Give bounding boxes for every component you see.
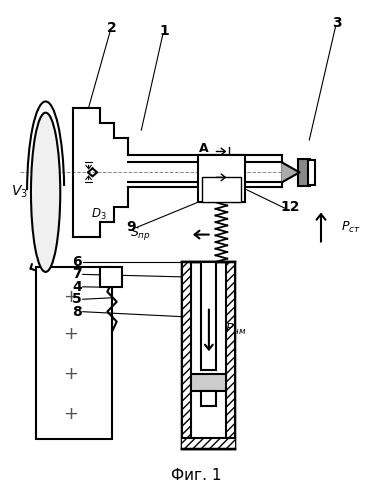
Bar (182, 262, 191, 449)
Polygon shape (282, 162, 299, 182)
Text: 8: 8 (72, 305, 82, 319)
Bar (308, 160, 315, 185)
Bar (182, 262, 235, 449)
Text: 7: 7 (72, 267, 82, 281)
Text: +: + (63, 288, 78, 306)
Ellipse shape (31, 113, 60, 272)
Text: $P_{ст}$: $P_{ст}$ (341, 220, 360, 235)
Text: $P_{нм}$: $P_{нм}$ (225, 321, 247, 337)
Text: Фиг. 1: Фиг. 1 (171, 469, 221, 484)
Bar (36, 267, 112, 439)
Text: 2: 2 (107, 21, 117, 35)
Text: $S_{пр}$: $S_{пр}$ (130, 225, 151, 242)
Bar (201, 262, 216, 370)
Bar (182, 438, 235, 449)
Text: +: + (63, 325, 78, 343)
Text: $D_3$: $D_3$ (91, 207, 106, 222)
Text: 9: 9 (127, 220, 136, 234)
Text: 6: 6 (72, 255, 82, 269)
Text: +: + (63, 405, 78, 423)
Bar (227, 262, 235, 449)
Text: 5: 5 (72, 292, 82, 306)
Bar (298, 159, 310, 186)
Bar (202, 177, 241, 202)
Bar (201, 391, 216, 406)
Bar (100, 267, 122, 287)
Text: A: A (199, 168, 209, 181)
Text: 3: 3 (332, 16, 341, 30)
Text: 12: 12 (280, 200, 299, 214)
Bar (191, 374, 227, 391)
Text: $V_3$: $V_3$ (11, 184, 28, 201)
Bar (198, 155, 245, 202)
Text: 1: 1 (160, 23, 170, 37)
Text: A: A (199, 143, 209, 156)
Text: 4: 4 (72, 280, 82, 294)
Text: +: + (63, 365, 78, 383)
